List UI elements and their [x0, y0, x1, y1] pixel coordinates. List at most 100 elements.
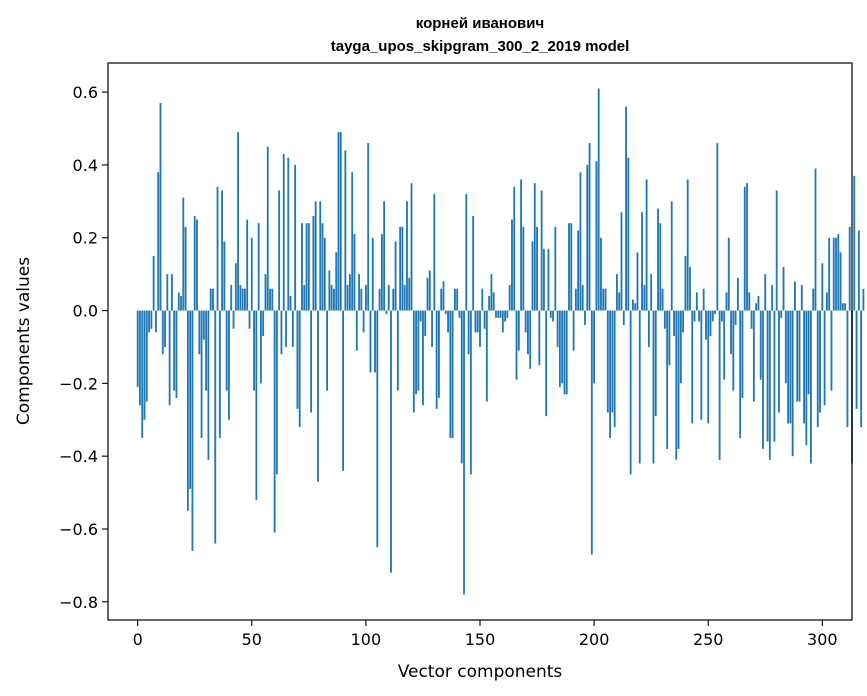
bar-173 — [531, 241, 534, 311]
bar-214 — [625, 106, 627, 311]
bar-179 — [545, 310, 548, 417]
bar-304 — [830, 310, 833, 391]
bar-286 — [789, 310, 792, 424]
x-tick-label: 250 — [693, 630, 724, 649]
bar-166 — [515, 310, 518, 380]
bar-260 — [730, 310, 732, 355]
bar-8 — [155, 310, 157, 333]
bar-160 — [501, 310, 504, 333]
bar-212 — [620, 212, 623, 311]
bar-302 — [825, 292, 828, 311]
bar-276 — [766, 310, 769, 442]
bar-92 — [346, 285, 349, 311]
bar-178 — [542, 248, 545, 311]
bar-64 — [282, 154, 285, 311]
bar-89 — [339, 132, 342, 311]
bar-50 — [250, 237, 253, 311]
bar-289 — [796, 310, 799, 402]
bar-161 — [504, 310, 507, 322]
bar-231 — [663, 310, 666, 329]
bar-154 — [488, 295, 491, 311]
bar-187 — [563, 310, 566, 395]
bar-215 — [627, 157, 630, 311]
bar-124 — [419, 310, 422, 322]
bar-18 — [177, 292, 180, 311]
bar-251 — [709, 310, 712, 337]
bar-121 — [412, 310, 415, 413]
bar-180 — [547, 248, 550, 311]
bar-252 — [711, 310, 714, 322]
bar-74 — [305, 223, 308, 311]
bar-115 — [399, 226, 402, 311]
bar-195 — [581, 285, 584, 311]
bar-220 — [638, 310, 641, 464]
bar-135 — [444, 310, 447, 315]
bar-246 — [698, 310, 701, 322]
bar-61 — [275, 310, 278, 475]
bar-184 — [556, 310, 559, 347]
y-tick-label: −0.4 — [59, 447, 98, 466]
bar-86 — [333, 288, 335, 311]
bar-152 — [483, 310, 486, 329]
bar-101 — [367, 143, 370, 311]
bar-205 — [604, 288, 607, 311]
bar-67 — [289, 295, 292, 311]
bar-71 — [298, 310, 301, 428]
bar-314 — [853, 175, 856, 311]
x-axis-ticks: 0 50 100 150 200 250 300 — [133, 620, 838, 649]
bar-268 — [748, 292, 751, 311]
bar-143 — [463, 310, 465, 595]
bar-261 — [732, 310, 735, 391]
bar-91 — [344, 150, 347, 311]
bar-5 — [148, 310, 150, 333]
bar-29 — [202, 310, 205, 340]
bar-311 — [846, 310, 849, 428]
bar-222 — [643, 285, 646, 311]
bar-31 — [207, 310, 210, 460]
bar-70 — [296, 310, 299, 409]
bar-26 — [196, 219, 198, 311]
bar-98 — [360, 288, 363, 311]
bars — [136, 88, 865, 595]
bar-270 — [752, 310, 755, 402]
bar-66 — [287, 157, 290, 311]
bar-85 — [330, 285, 333, 311]
bar-226 — [652, 310, 655, 464]
bar-136 — [447, 310, 449, 333]
bar-116 — [401, 226, 404, 311]
bar-259 — [727, 237, 730, 311]
bar-20 — [182, 197, 185, 311]
bar-244 — [693, 310, 696, 322]
bar-317 — [860, 310, 863, 428]
bar-130 — [433, 194, 436, 311]
bar-199 — [590, 310, 593, 555]
bar-45 — [239, 285, 242, 311]
bar-233 — [668, 310, 671, 366]
bar-32 — [209, 288, 212, 311]
y-tick-label: −0.6 — [59, 520, 98, 539]
bar-197 — [586, 164, 589, 311]
bar-79 — [317, 310, 319, 482]
bar-190 — [570, 223, 573, 311]
bar-185 — [558, 310, 561, 388]
bar-51 — [253, 310, 255, 391]
bar-253 — [714, 310, 716, 315]
bar-117 — [403, 285, 406, 311]
bar-105 — [376, 310, 379, 548]
bar-80 — [319, 201, 322, 311]
x-axis-label: Vector components — [398, 662, 563, 682]
bar-36 — [218, 310, 221, 438]
bar-95 — [353, 234, 356, 311]
bar-294 — [807, 310, 810, 395]
bar-296 — [812, 288, 815, 311]
bar-159 — [499, 310, 502, 318]
bar-106 — [378, 288, 381, 311]
bar-288 — [794, 281, 796, 311]
bar-4 — [145, 310, 148, 402]
bar-272 — [757, 295, 760, 311]
bar-164 — [511, 219, 513, 311]
bar-73 — [303, 285, 306, 311]
bar-16 — [173, 310, 176, 391]
bar-114 — [396, 310, 399, 391]
